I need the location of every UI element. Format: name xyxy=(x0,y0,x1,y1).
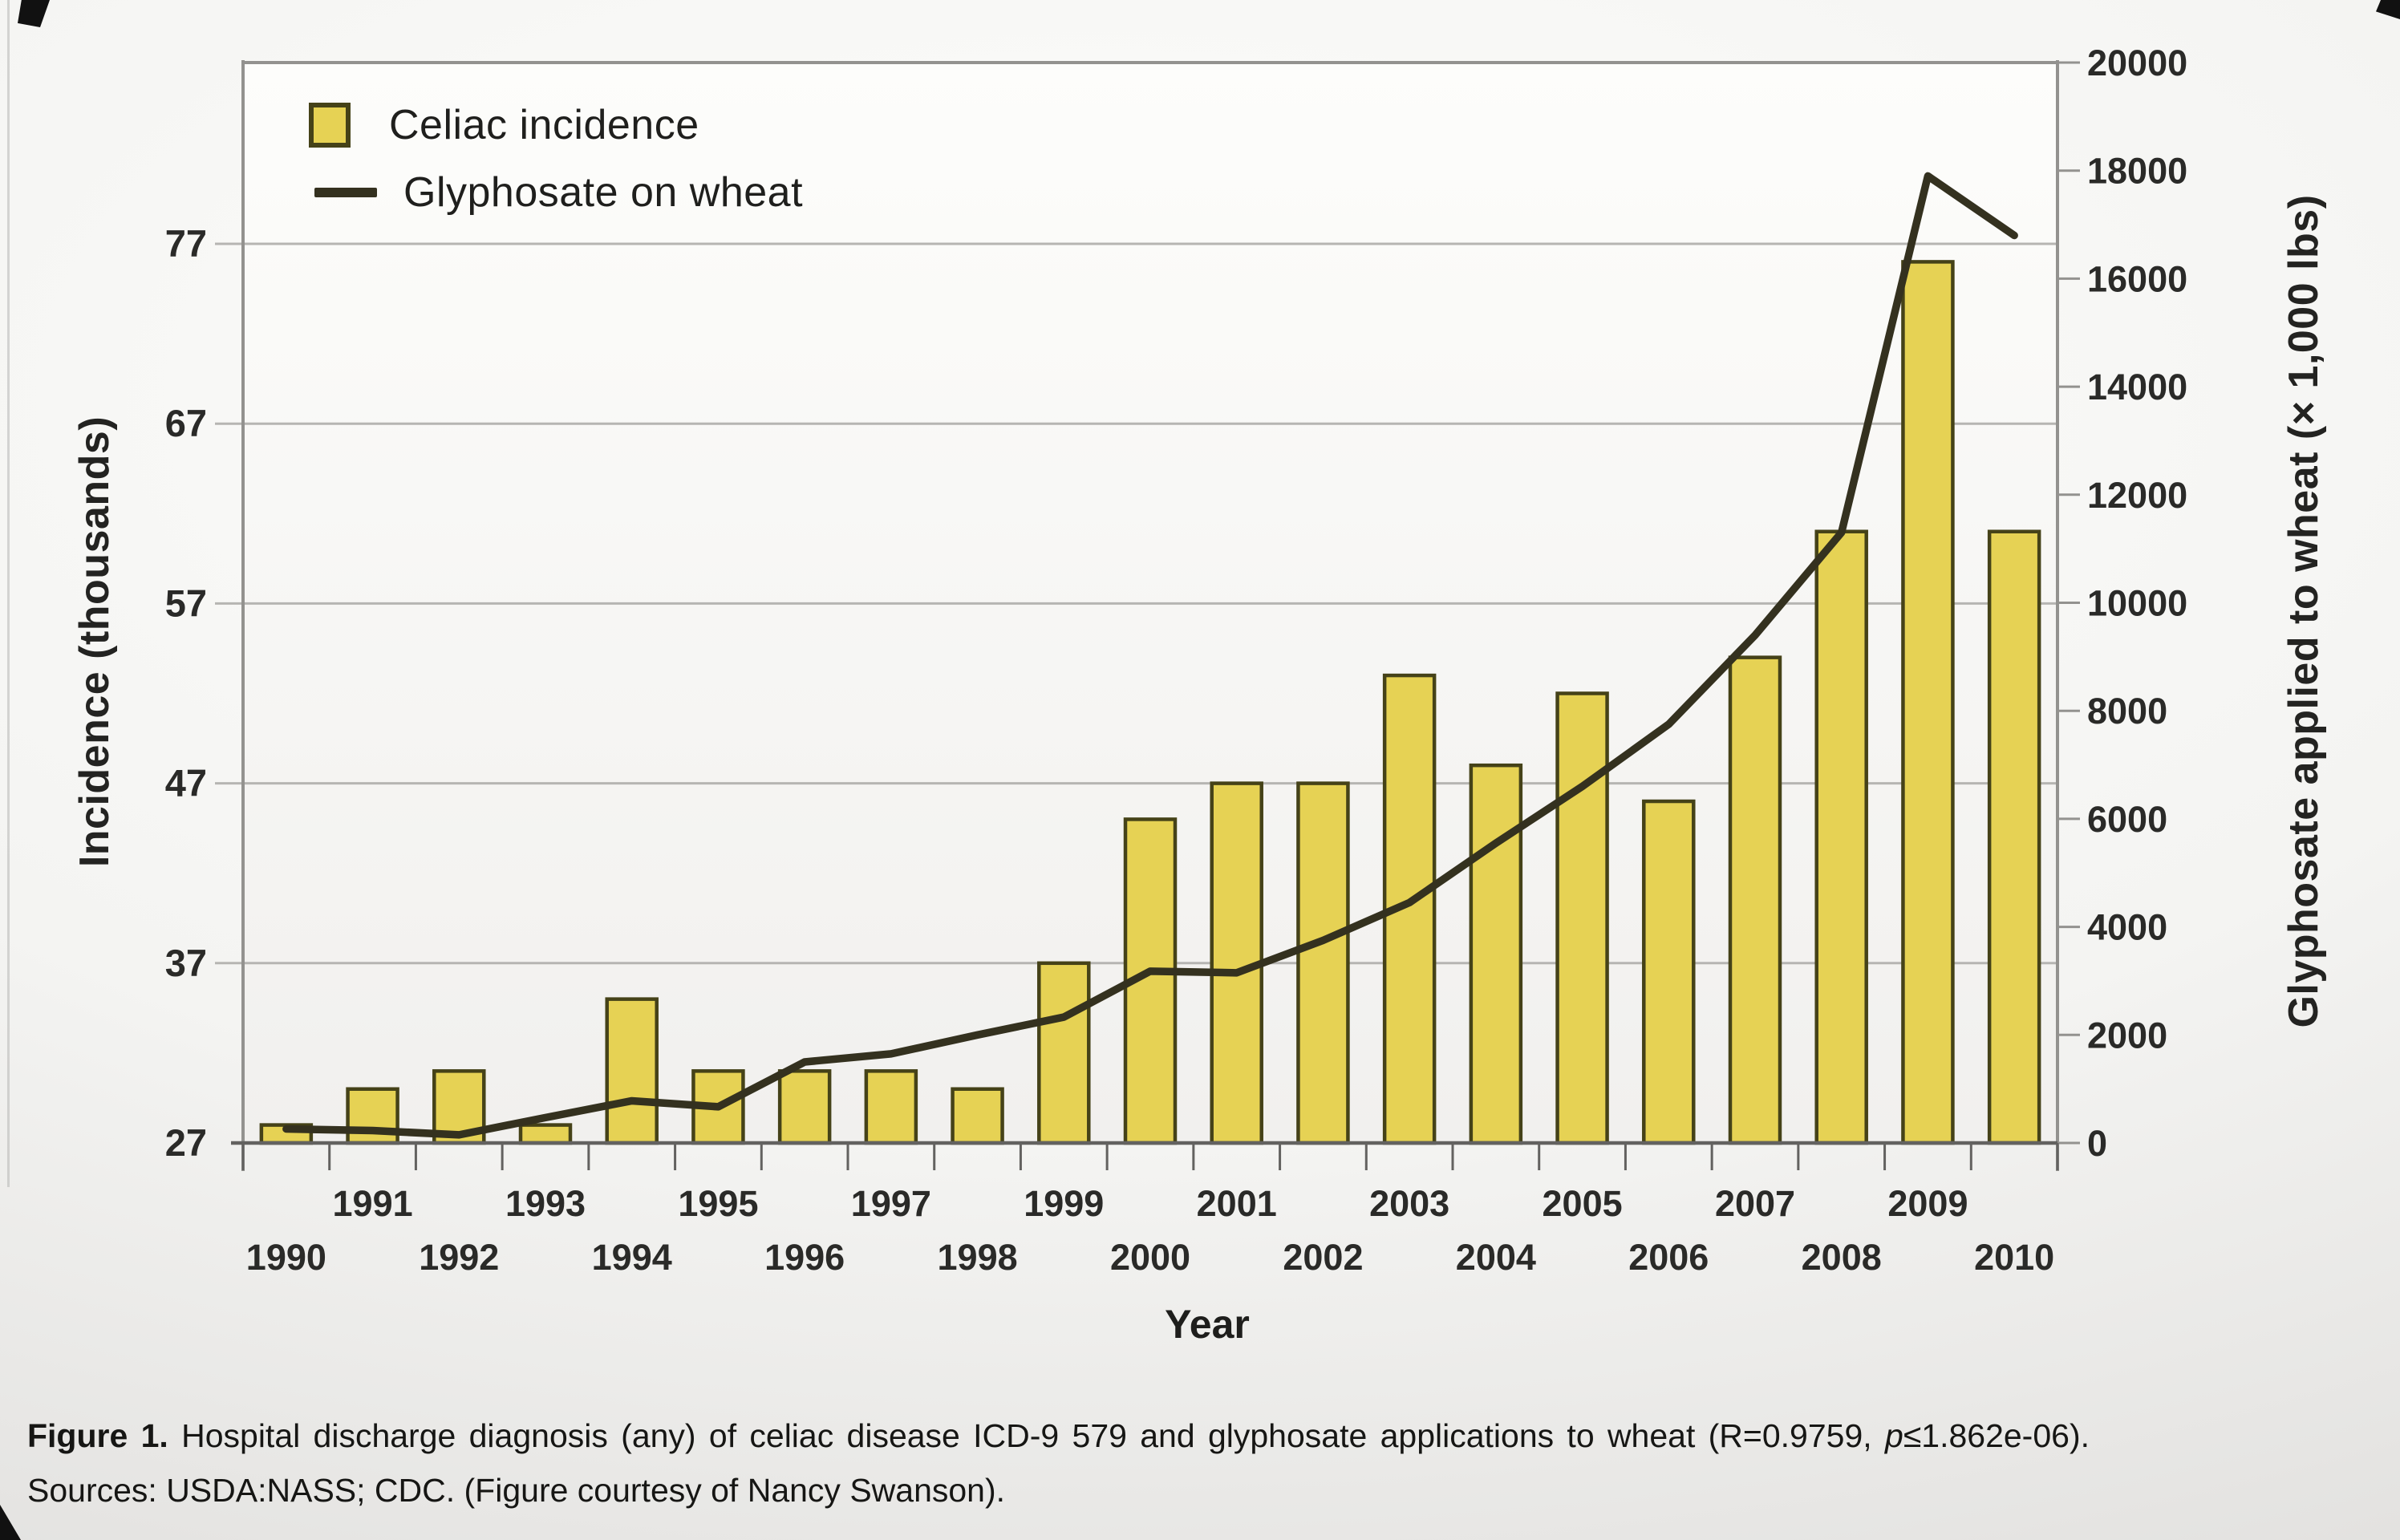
scan-artifact-bottom-left xyxy=(0,1505,21,1540)
bar-1999 xyxy=(1037,961,1091,1145)
year-label-1999: 1999 xyxy=(1024,1183,1104,1224)
bar-swatch-icon xyxy=(309,103,351,148)
bar-1997 xyxy=(864,1069,918,1145)
bar-1996 xyxy=(777,1069,832,1145)
bar-2004 xyxy=(1469,763,1523,1145)
svg-text:77: 77 xyxy=(165,222,207,265)
year-label-1993: 1993 xyxy=(505,1183,586,1224)
figure-caption: Figure 1. Hospital discharge diagnosis (… xyxy=(27,1412,2378,1515)
left-axis-title: Incidence (thousands) xyxy=(71,415,118,868)
bar-2005 xyxy=(1555,691,1609,1145)
svg-text:6000: 6000 xyxy=(2087,799,2167,840)
x-axis xyxy=(231,1141,2059,1170)
svg-text:47: 47 xyxy=(165,762,207,804)
year-label-1995: 1995 xyxy=(678,1183,758,1224)
caption-p-variable: p xyxy=(1884,1417,1903,1454)
left-axis-tick-labels: 27 37 47 57 67 77 xyxy=(165,222,207,1164)
svg-text:14000: 14000 xyxy=(2087,367,2187,407)
year-label-2003: 2003 xyxy=(1369,1183,1449,1224)
legend-label-glyphosate: Glyphosate on wheat xyxy=(403,169,804,216)
right-axis-tick-labels: 0 2000 4000 6000 8000 10000 12000 14000 16000 180… xyxy=(2087,43,2187,1164)
svg-text:12000: 12000 xyxy=(2087,475,2187,516)
svg-text:0: 0 xyxy=(2087,1123,2107,1164)
caption-figure-label: Figure 1. xyxy=(27,1417,168,1454)
svg-text:4000: 4000 xyxy=(2087,907,2167,948)
year-label-1991: 1991 xyxy=(333,1183,413,1224)
year-label-1998: 1998 xyxy=(938,1237,1018,1278)
scan-edge-line xyxy=(7,0,10,1187)
bar-2008 xyxy=(1814,529,1868,1145)
right-axis-title: Glyphosate applied to wheat (× 1,000 lbs… xyxy=(2280,194,2327,1028)
svg-text:37: 37 xyxy=(165,942,207,984)
year-label-2010: 2010 xyxy=(1974,1237,2054,1278)
year-label-2001: 2001 xyxy=(1197,1183,1277,1224)
celiac-glyphosate-chart: 27 37 47 57 67 77 0 2000 4000 6000 8000 10000 12000 1… xyxy=(165,43,2187,1278)
right-axis-ticks xyxy=(2057,61,2080,1145)
svg-text:2000: 2000 xyxy=(2087,1015,2167,1056)
bar-2007 xyxy=(1728,655,1782,1145)
glyphosate-line xyxy=(282,172,2018,1139)
year-label-2007: 2007 xyxy=(1715,1183,1795,1224)
svg-text:27: 27 xyxy=(165,1121,207,1164)
celiac-bars xyxy=(259,260,2041,1145)
svg-text:57: 57 xyxy=(165,582,207,624)
svg-text:20000: 20000 xyxy=(2087,43,2187,83)
caption-sources: Sources: USDA:NASS; CDC. (Figure courtes… xyxy=(27,1471,1006,1509)
year-label-1996: 1996 xyxy=(764,1237,845,1278)
svg-text:8000: 8000 xyxy=(2087,691,2167,732)
bar-2006 xyxy=(1642,799,1696,1145)
svg-text:10000: 10000 xyxy=(2087,583,2187,624)
year-label-1994: 1994 xyxy=(592,1237,672,1278)
svg-text:18000: 18000 xyxy=(2087,151,2187,192)
x-axis-title: Year xyxy=(1165,1302,1250,1347)
x-tick-labels: 1990199119921993199419951996199719981999… xyxy=(246,1183,2054,1278)
bar-1993 xyxy=(518,1123,573,1145)
bar-1994 xyxy=(605,997,659,1145)
line-swatch-icon xyxy=(314,188,377,197)
bar-2009 xyxy=(1901,260,1955,1145)
bar-2010 xyxy=(1987,529,2041,1145)
svg-text:67: 67 xyxy=(165,402,207,444)
year-label-1992: 1992 xyxy=(419,1237,499,1278)
legend-item-glyphosate: Glyphosate on wheat xyxy=(309,168,803,217)
caption-body: Hospital discharge diagnosis (any) of ce… xyxy=(168,1417,1885,1454)
year-label-2004: 2004 xyxy=(1456,1237,1536,1278)
bar-2002 xyxy=(1296,781,1350,1145)
year-label-1990: 1990 xyxy=(246,1237,326,1278)
year-label-2006: 2006 xyxy=(1628,1237,1709,1278)
year-label-2009: 2009 xyxy=(1887,1183,1968,1224)
year-label-2008: 2008 xyxy=(1802,1237,1882,1278)
year-label-1997: 1997 xyxy=(851,1183,931,1224)
year-label-2002: 2002 xyxy=(1283,1237,1363,1278)
plot-frame xyxy=(241,60,2059,1171)
legend-item-celiac: Celiac incidence xyxy=(309,101,803,149)
svg-text:16000: 16000 xyxy=(2087,258,2187,299)
bar-1998 xyxy=(951,1087,1004,1145)
chart-legend: Celiac incidence Glyphosate on wheat xyxy=(309,101,803,217)
caption-tail: ≤1.862e-06). xyxy=(1903,1417,2090,1454)
caption-line-1: Figure 1. Hospital discharge diagnosis (… xyxy=(27,1412,2378,1461)
year-label-2005: 2005 xyxy=(1543,1183,1623,1224)
year-label-2000: 2000 xyxy=(1110,1237,1190,1278)
legend-label-celiac: Celiac incidence xyxy=(389,102,699,148)
